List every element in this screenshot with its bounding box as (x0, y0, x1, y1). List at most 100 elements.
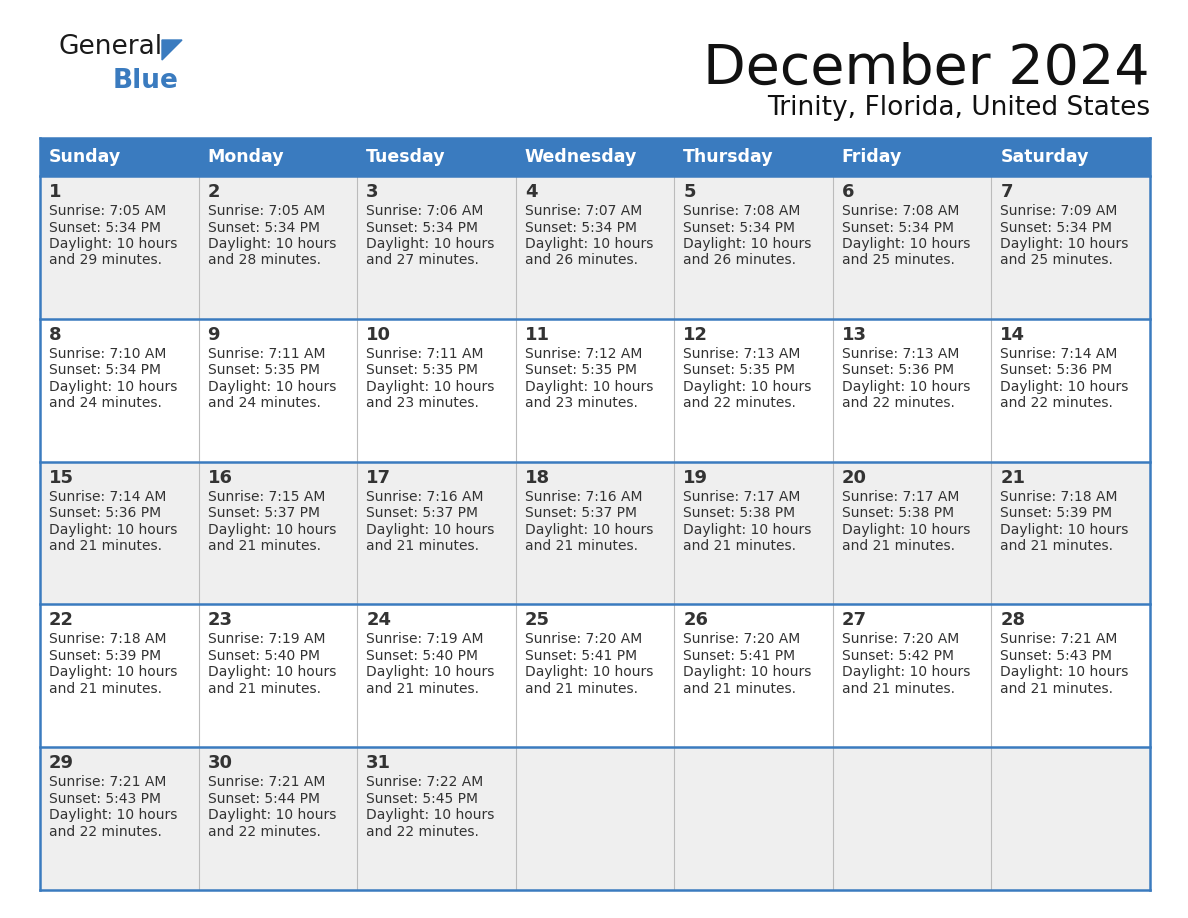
Text: Sunset: 5:35 PM: Sunset: 5:35 PM (366, 364, 478, 377)
Text: Sunrise: 7:11 AM: Sunrise: 7:11 AM (366, 347, 484, 361)
Text: Sunset: 5:40 PM: Sunset: 5:40 PM (366, 649, 478, 663)
Text: Sunset: 5:44 PM: Sunset: 5:44 PM (208, 791, 320, 806)
Text: Sunrise: 7:14 AM: Sunrise: 7:14 AM (49, 489, 166, 504)
Text: Tuesday: Tuesday (366, 148, 446, 166)
Text: 11: 11 (525, 326, 550, 344)
Text: Daylight: 10 hours: Daylight: 10 hours (1000, 666, 1129, 679)
Text: Sunrise: 7:21 AM: Sunrise: 7:21 AM (49, 775, 166, 789)
Text: 27: 27 (842, 611, 867, 630)
Text: and 24 minutes.: and 24 minutes. (208, 397, 321, 410)
Text: 8: 8 (49, 326, 62, 344)
Bar (992, 138, 1150, 176)
Text: Sunrise: 7:19 AM: Sunrise: 7:19 AM (208, 633, 326, 646)
Text: Trinity, Florida, United States: Trinity, Florida, United States (767, 95, 1150, 121)
Text: Sunset: 5:35 PM: Sunset: 5:35 PM (208, 364, 320, 377)
Text: Sunset: 5:34 PM: Sunset: 5:34 PM (683, 220, 795, 234)
Text: and 21 minutes.: and 21 minutes. (842, 682, 955, 696)
Text: 15: 15 (49, 468, 74, 487)
Text: Saturday: Saturday (1000, 148, 1089, 166)
Bar (40, 176, 1150, 319)
Text: Sunrise: 7:19 AM: Sunrise: 7:19 AM (366, 633, 484, 646)
Text: and 21 minutes.: and 21 minutes. (683, 682, 796, 696)
Text: and 21 minutes.: and 21 minutes. (525, 682, 638, 696)
Text: Sunrise: 7:16 AM: Sunrise: 7:16 AM (525, 489, 643, 504)
Text: Sunset: 5:41 PM: Sunset: 5:41 PM (683, 649, 796, 663)
Text: 19: 19 (683, 468, 708, 487)
Text: 14: 14 (1000, 326, 1025, 344)
Text: and 29 minutes.: and 29 minutes. (49, 253, 162, 267)
Text: Sunset: 5:42 PM: Sunset: 5:42 PM (842, 649, 954, 663)
Text: December 2024: December 2024 (703, 42, 1150, 96)
Text: Sunrise: 7:08 AM: Sunrise: 7:08 AM (683, 204, 801, 218)
Text: 18: 18 (525, 468, 550, 487)
Text: and 28 minutes.: and 28 minutes. (208, 253, 321, 267)
Text: Sunset: 5:38 PM: Sunset: 5:38 PM (683, 506, 796, 521)
Text: Sunset: 5:36 PM: Sunset: 5:36 PM (1000, 364, 1112, 377)
Text: and 25 minutes.: and 25 minutes. (842, 253, 955, 267)
Text: 26: 26 (683, 611, 708, 630)
Text: and 26 minutes.: and 26 minutes. (683, 253, 796, 267)
Text: Daylight: 10 hours: Daylight: 10 hours (366, 237, 494, 251)
Text: Sunset: 5:34 PM: Sunset: 5:34 PM (49, 220, 162, 234)
Text: and 21 minutes.: and 21 minutes. (683, 539, 796, 554)
Text: 3: 3 (366, 183, 379, 201)
Text: Sunset: 5:38 PM: Sunset: 5:38 PM (842, 506, 954, 521)
Text: Sunrise: 7:05 AM: Sunrise: 7:05 AM (208, 204, 324, 218)
Text: Sunset: 5:35 PM: Sunset: 5:35 PM (525, 364, 637, 377)
Text: Sunset: 5:37 PM: Sunset: 5:37 PM (525, 506, 637, 521)
Text: Sunset: 5:41 PM: Sunset: 5:41 PM (525, 649, 637, 663)
Text: 4: 4 (525, 183, 537, 201)
Text: 17: 17 (366, 468, 391, 487)
Text: Daylight: 10 hours: Daylight: 10 hours (525, 522, 653, 537)
Text: Daylight: 10 hours: Daylight: 10 hours (525, 237, 653, 251)
Text: Daylight: 10 hours: Daylight: 10 hours (842, 380, 971, 394)
Text: Sunrise: 7:18 AM: Sunrise: 7:18 AM (49, 633, 166, 646)
Text: Sunset: 5:39 PM: Sunset: 5:39 PM (49, 649, 162, 663)
Text: Sunrise: 7:05 AM: Sunrise: 7:05 AM (49, 204, 166, 218)
Text: Sunrise: 7:21 AM: Sunrise: 7:21 AM (1000, 633, 1118, 646)
Text: Sunrise: 7:09 AM: Sunrise: 7:09 AM (1000, 204, 1118, 218)
Text: Sunset: 5:34 PM: Sunset: 5:34 PM (208, 220, 320, 234)
Text: and 26 minutes.: and 26 minutes. (525, 253, 638, 267)
Text: Daylight: 10 hours: Daylight: 10 hours (208, 522, 336, 537)
Text: Sunrise: 7:07 AM: Sunrise: 7:07 AM (525, 204, 642, 218)
Text: Sunrise: 7:18 AM: Sunrise: 7:18 AM (1000, 489, 1118, 504)
Text: Sunrise: 7:21 AM: Sunrise: 7:21 AM (208, 775, 326, 789)
Text: 7: 7 (1000, 183, 1013, 201)
Text: and 22 minutes.: and 22 minutes. (208, 824, 321, 839)
Text: 29: 29 (49, 755, 74, 772)
Text: 10: 10 (366, 326, 391, 344)
Text: Sunrise: 7:06 AM: Sunrise: 7:06 AM (366, 204, 484, 218)
Text: Daylight: 10 hours: Daylight: 10 hours (1000, 522, 1129, 537)
Text: and 21 minutes.: and 21 minutes. (1000, 682, 1113, 696)
Text: Sunrise: 7:20 AM: Sunrise: 7:20 AM (683, 633, 801, 646)
Text: Sunset: 5:43 PM: Sunset: 5:43 PM (1000, 649, 1112, 663)
Text: 5: 5 (683, 183, 696, 201)
Text: Sunrise: 7:13 AM: Sunrise: 7:13 AM (683, 347, 801, 361)
Text: Sunset: 5:34 PM: Sunset: 5:34 PM (842, 220, 954, 234)
Text: Sunset: 5:34 PM: Sunset: 5:34 PM (1000, 220, 1112, 234)
Text: Sunrise: 7:10 AM: Sunrise: 7:10 AM (49, 347, 166, 361)
Bar (40, 747, 1150, 890)
Text: and 21 minutes.: and 21 minutes. (366, 682, 479, 696)
Text: Daylight: 10 hours: Daylight: 10 hours (208, 808, 336, 823)
Text: Daylight: 10 hours: Daylight: 10 hours (49, 522, 177, 537)
Text: Sunset: 5:39 PM: Sunset: 5:39 PM (1000, 506, 1112, 521)
Text: Sunrise: 7:20 AM: Sunrise: 7:20 AM (842, 633, 959, 646)
Bar (198, 138, 358, 176)
Text: Sunset: 5:36 PM: Sunset: 5:36 PM (842, 364, 954, 377)
Text: Sunrise: 7:15 AM: Sunrise: 7:15 AM (208, 489, 326, 504)
Text: Sunrise: 7:14 AM: Sunrise: 7:14 AM (1000, 347, 1118, 361)
Text: and 22 minutes.: and 22 minutes. (49, 824, 162, 839)
Text: Daylight: 10 hours: Daylight: 10 hours (49, 666, 177, 679)
Text: 24: 24 (366, 611, 391, 630)
Text: Wednesday: Wednesday (525, 148, 637, 166)
Text: 2: 2 (208, 183, 220, 201)
Text: Friday: Friday (842, 148, 902, 166)
Text: Sunrise: 7:17 AM: Sunrise: 7:17 AM (683, 489, 801, 504)
Text: Sunrise: 7:13 AM: Sunrise: 7:13 AM (842, 347, 959, 361)
Text: Sunset: 5:34 PM: Sunset: 5:34 PM (49, 364, 162, 377)
Text: 20: 20 (842, 468, 867, 487)
Text: 28: 28 (1000, 611, 1025, 630)
Text: Sunset: 5:45 PM: Sunset: 5:45 PM (366, 791, 478, 806)
